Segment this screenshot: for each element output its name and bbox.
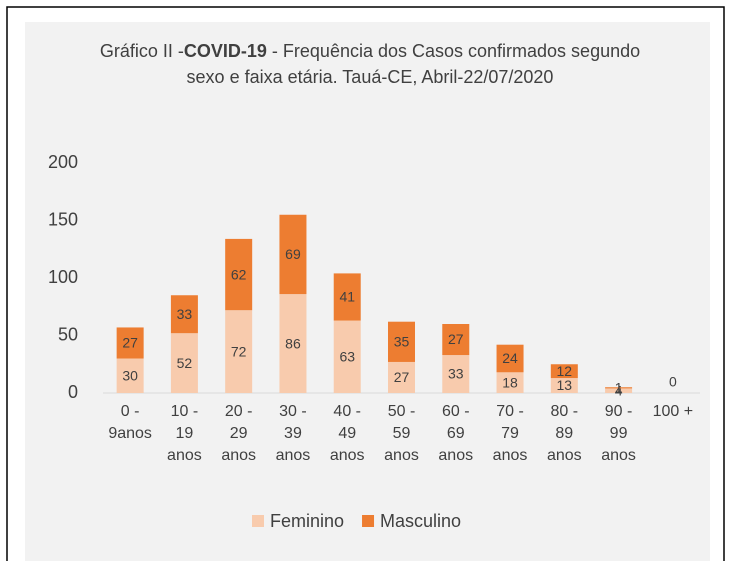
data-label: 33 — [177, 306, 193, 322]
data-label: 0 — [669, 374, 677, 390]
x-tick-label: 10 - 19 anos — [167, 403, 202, 464]
data-label: 86 — [285, 335, 301, 351]
bar-segment — [333, 320, 361, 393]
data-label: 18 — [502, 374, 518, 390]
bar-segment — [170, 333, 198, 393]
x-tick-label: 20 - 29 anos — [221, 403, 257, 464]
bar-segment — [279, 294, 307, 393]
x-tick-label: 50 - 59 anos — [384, 403, 419, 464]
data-label: 12 — [557, 363, 573, 379]
data-label: 41 — [339, 289, 355, 305]
data-label: 35 — [394, 334, 410, 350]
bar-segment — [442, 324, 470, 356]
chart-background — [25, 22, 710, 561]
bar-segment — [496, 344, 524, 373]
x-tick-label: 60 - 69 anos — [438, 403, 474, 464]
data-label: 72 — [231, 343, 247, 359]
x-tick-label: 30 - 39 anos — [275, 403, 311, 464]
frame — [6, 6, 725, 561]
data-label: 62 — [231, 266, 247, 282]
data-label: 4 — [615, 382, 623, 398]
data-label: 69 — [285, 246, 301, 262]
bar-segment — [333, 273, 361, 321]
y-tick-label: 0 — [68, 382, 78, 402]
legend-swatch — [252, 515, 264, 527]
data-label: 63 — [339, 348, 355, 364]
bar-segment — [225, 238, 253, 311]
data-label: 27 — [448, 331, 464, 347]
bar-segment — [170, 295, 198, 334]
bar-segment — [550, 364, 578, 379]
legend-swatch — [362, 515, 375, 527]
data-label: 27 — [122, 335, 138, 351]
legend-label: Masculino — [380, 511, 461, 531]
y-tick-label: 200 — [48, 152, 78, 172]
x-tick-label: 80 - 89 anos — [546, 403, 582, 464]
bar-segment — [388, 321, 415, 362]
title-part: COVID-19 — [183, 41, 267, 61]
x-tick-label: 0 - 9anos — [108, 403, 152, 442]
bar-segment — [279, 214, 307, 295]
bar-segment — [225, 310, 253, 393]
legend-label: Feminino — [270, 511, 344, 531]
data-label: 24 — [502, 350, 518, 366]
data-label: 13 — [557, 377, 573, 393]
bar-segment — [605, 387, 633, 389]
bar-segment — [388, 361, 415, 393]
bar-segment — [442, 355, 470, 393]
y-tick-label: 150 — [48, 209, 78, 229]
bar-segment — [605, 388, 633, 393]
y-tick-label: 100 — [48, 267, 78, 287]
x-tick-label: 100 + — [652, 403, 694, 420]
y-tick-label: 50 — [58, 324, 78, 344]
data-label: 27 — [394, 369, 410, 385]
chart-title: Gráfico II -COVID-19 - Frequência dos Ca… — [90, 38, 650, 90]
x-tick-label: 70 - 79 anos — [492, 403, 528, 464]
data-label: 30 — [122, 367, 138, 383]
title-part: - Frequência dos Casos confirmados segun… — [186, 41, 641, 87]
x-tick-label: 90 - 99 anos — [601, 403, 636, 464]
data-label: 33 — [448, 366, 464, 382]
x-tick-label: 40 - 49 anos — [329, 403, 365, 464]
bar-segment — [550, 378, 578, 393]
bar-segment — [116, 358, 144, 393]
bar-segment — [496, 372, 524, 393]
data-label: 1 — [615, 380, 623, 396]
bar-segment — [116, 327, 144, 359]
title-part: Gráfico II - — [99, 41, 184, 61]
data-label: 52 — [177, 355, 193, 371]
